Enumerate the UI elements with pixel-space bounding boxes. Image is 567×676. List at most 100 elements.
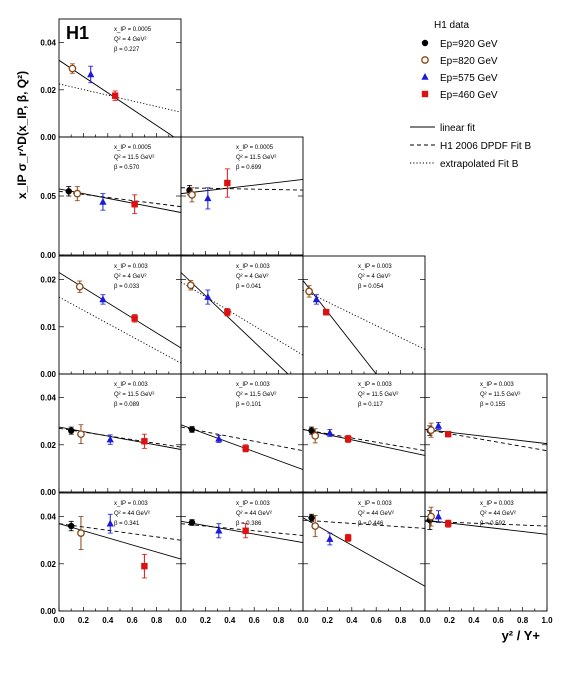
data-point-460	[141, 438, 148, 445]
y-tick-label: 0.05	[40, 192, 56, 201]
x-axis-title: y² / Y+	[502, 628, 541, 643]
y-tick-label: 0.04	[40, 394, 56, 403]
data-point-575	[434, 421, 443, 429]
fit-lines	[303, 517, 425, 587]
dpdf-fit-line	[303, 429, 425, 452]
x-tick-label: 0.2	[200, 616, 212, 625]
data-point-460	[444, 430, 452, 438]
extrap-fit-line	[303, 289, 425, 350]
legend-title: H1 data	[434, 20, 469, 31]
panel-xip-label: x_IP = 0.0005	[114, 145, 152, 151]
legend-marker-575	[421, 73, 429, 80]
panel-xip-label: x_IP = 0.003	[480, 501, 514, 507]
chart-panel: x_IP = 0.003 Q² = 11.5 GeV² β = 0.101	[180, 373, 304, 493]
fit-lines	[425, 429, 547, 452]
legend: H1 data Ep=920 GeV Ep=820 GeV Ep=575 GeV Ep…	[410, 20, 531, 170]
panel-q2-label: Q² = 44 GeV²	[480, 511, 516, 517]
data-point-460	[344, 534, 352, 542]
panel-beta-label: β = 0.386	[236, 521, 262, 527]
y-tick-label: 0.04	[40, 513, 56, 522]
x-tick-label: 0.6	[493, 616, 505, 625]
data-point-460	[131, 201, 138, 208]
panel-beta-label: β = 0.592	[480, 521, 506, 527]
linear-fit-line	[181, 179, 303, 195]
panel-beta-label: β = 0.341	[114, 521, 140, 527]
data-point-460	[111, 92, 119, 99]
data-point-460	[444, 520, 452, 527]
y-tick-label: 0.00	[40, 251, 56, 260]
panel-xip-label: x_IP = 0.0005	[236, 145, 274, 151]
x-tick-label: 0.0	[419, 616, 431, 625]
panel-q2-label: Q² = 11.5 GeV²	[236, 392, 276, 398]
x-tick-label: 0.4	[468, 616, 480, 625]
panel-beta-label: β = 0.155	[480, 402, 506, 408]
linear-fit-line	[303, 517, 425, 587]
x-tick-label: 0.0	[53, 616, 65, 625]
chart-panel: x_IP = 0.003 Q² = 4 GeV² β = 0.041	[180, 255, 304, 375]
y-tick-label: 0.00	[40, 488, 56, 497]
panel-q2-label: Q² = 11.5 GeV²	[358, 392, 398, 398]
data-point-575	[326, 535, 334, 542]
data-point-820	[77, 430, 85, 439]
data-point-575	[204, 293, 212, 300]
panel-beta-label: β = 0.570	[114, 165, 140, 171]
data-point-820	[305, 287, 313, 296]
data-point-920	[308, 514, 315, 521]
dpdf-fit-line	[425, 429, 547, 452]
data-point-460	[242, 445, 249, 452]
y-axis-title: x_IP σ_r^D(x_IP, β, Q²)	[15, 71, 29, 199]
data-point-575	[204, 194, 212, 202]
y-tick-label: 0.00	[40, 370, 56, 379]
h1-logo: H1	[66, 23, 89, 43]
chart-panel: x_IP = 0.003 Q² = 4 GeV² β = 0.054	[302, 255, 426, 375]
x-tick-label: 0.4	[224, 616, 236, 625]
x-tick-label: 0.8	[151, 616, 163, 625]
linear-fit-line	[181, 520, 303, 544]
y-tick-label: 0.00	[40, 133, 56, 142]
data-point-575	[215, 526, 223, 534]
panel-xip-label: x_IP = 0.003	[114, 264, 148, 270]
data-point-460	[224, 179, 231, 187]
dpdf-fit-line	[303, 519, 425, 529]
panel-xip-label: x_IP = 0.003	[236, 382, 270, 388]
panel-beta-label: β = 0.117	[358, 402, 384, 408]
data-point-820	[188, 190, 196, 199]
linear-fit-line	[181, 424, 303, 471]
y-tick-label: 0.02	[40, 276, 56, 285]
data-point-820	[68, 64, 77, 73]
data-point-920	[65, 188, 72, 195]
panel-beta-label: β = 0.101	[236, 402, 262, 408]
legend-marker-820	[421, 56, 429, 64]
panel-q2-label: Q² = 11.5 GeV²	[480, 392, 520, 398]
data-point-575	[99, 295, 107, 303]
data-point-920	[188, 519, 196, 526]
panel-xip-label: x_IP = 0.003	[114, 501, 148, 507]
x-tick-label: 0.0	[297, 616, 309, 625]
legend-label-dpdf: H1 2006 DPDF Fit B	[440, 141, 531, 152]
legend-label-linear: linear fit	[440, 123, 475, 134]
data-point-460	[131, 315, 138, 322]
panel-beta-label: β = 0.054	[358, 284, 384, 290]
panel-beta-label: β = 0.446	[358, 521, 384, 527]
data-point-820	[75, 282, 84, 291]
linear-fit-line	[59, 59, 175, 137]
data-point-820	[427, 426, 435, 435]
data-point-460	[141, 562, 148, 570]
data-point-920	[188, 426, 196, 433]
y-tick-label: 0.02	[40, 560, 56, 569]
panel-xip-label: x_IP = 0.003	[480, 382, 514, 388]
x-tick-label: 0.8	[517, 616, 529, 625]
panel-q2-label: Q² = 4 GeV²	[358, 274, 391, 280]
panel-beta-label: β = 0.033	[114, 284, 140, 290]
fit-lines	[59, 523, 181, 560]
y-tick-label: 0.00	[40, 607, 56, 616]
panel-q2-label: Q² = 4 GeV²	[114, 274, 147, 280]
y-tick-label: 0.01	[40, 323, 56, 332]
data-point-575	[99, 197, 107, 205]
x-tick-label: 1.0	[541, 616, 553, 625]
data-point-575	[106, 519, 114, 527]
data-point-575	[215, 434, 223, 442]
legend-marker-460	[421, 90, 429, 98]
dpdf-fit-line	[181, 187, 303, 191]
data-point-575	[106, 435, 114, 443]
